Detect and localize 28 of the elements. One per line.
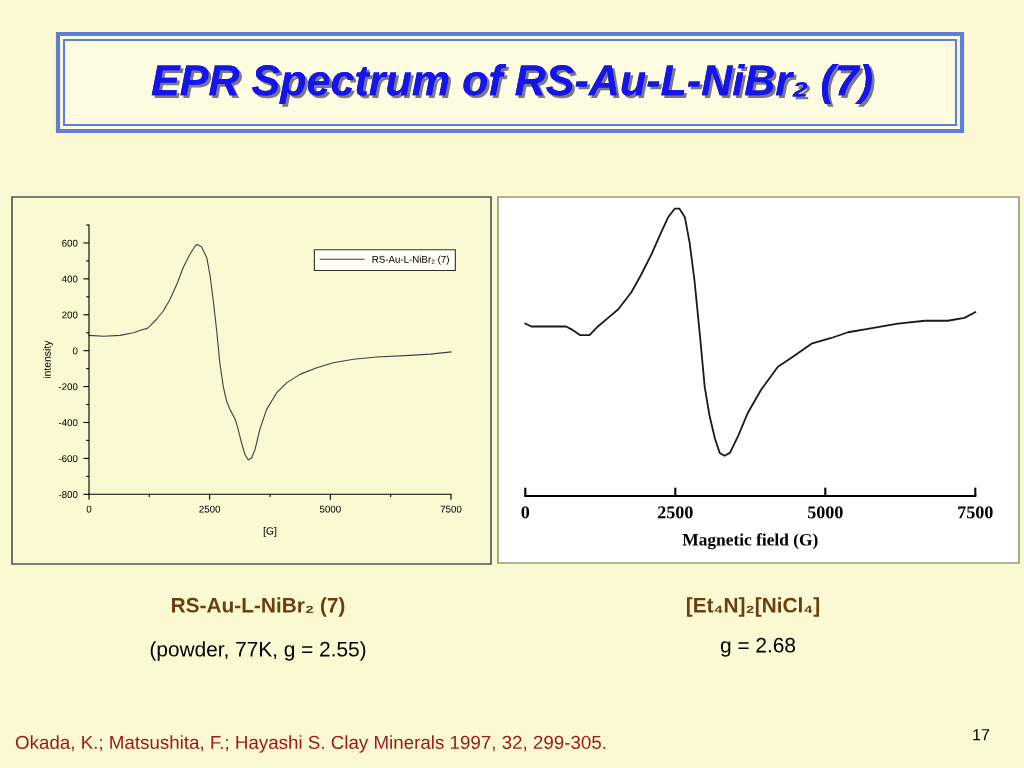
line-series	[88, 243, 452, 461]
text: (powder, 77K, g = 2.55)	[150, 641, 366, 661]
x-tick-label: 5000	[319, 505, 341, 513]
x-axis-title: Magnetic field (G)	[682, 533, 818, 550]
x-tick-label: 2500	[199, 505, 221, 513]
y-tick-label: -400	[58, 419, 78, 427]
y-tick-label: 400	[61, 275, 78, 283]
x-tick-label: 0	[86, 505, 92, 513]
y-tick-label: -600	[58, 455, 78, 463]
x-tick-label: 0	[521, 506, 530, 519]
text: 17	[973, 729, 990, 741]
x-tick-label: 7500	[440, 505, 462, 513]
y-tick-label: 0	[72, 347, 78, 355]
text: g = 2.68	[720, 637, 796, 657]
y-tick-label: 200	[62, 311, 78, 319]
chart-title: EPR Spectrum of RS-Au-L-NiBr₂ (7)	[151, 63, 875, 107]
y-tick-label: 600	[62, 239, 78, 247]
text: [Et₄N]₂[NiCl₄]	[686, 597, 820, 617]
x-tick-label: 5000	[807, 506, 843, 519]
x-axis-title: [G]	[263, 526, 277, 537]
text: Okada, K.; Matsushita, F.; Hayashi S. Clay Minerals 1997, 32, 299-305.	[15, 735, 606, 753]
y-axis-title: intensity	[43, 340, 53, 379]
text: RS-Au-L-NiBr₂ (7)	[172, 597, 345, 617]
y-tick-label: -200	[58, 383, 78, 391]
y-tick-label: -800	[58, 491, 78, 498]
legend-label: RS-Au-L-NiBr₂ (7)	[372, 255, 449, 265]
x-tick-label: 2500	[658, 506, 693, 519]
x-tick-label: 7500	[958, 506, 993, 519]
